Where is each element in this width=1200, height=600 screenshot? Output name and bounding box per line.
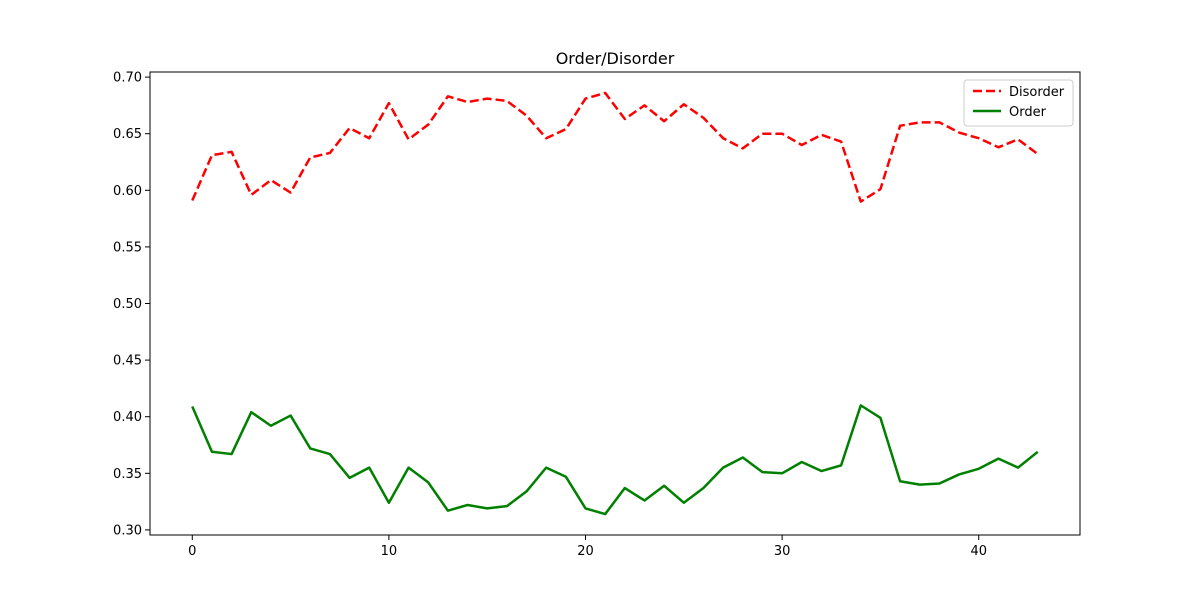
y-tick-label: 0.55: [113, 240, 142, 255]
chart-title: Order/Disorder: [556, 49, 675, 68]
y-tick-label: 0.45: [113, 354, 142, 369]
x-tick-label: 0: [188, 544, 196, 559]
series-line-order: [191, 404, 1039, 516]
y-tick-label: 0.30: [113, 523, 142, 538]
y-axis: 0.30 0.35 0.40 0.45 0.50 0.55 0.60 0.65 0.70: [113, 71, 150, 538]
x-tick-label: 10: [381, 544, 398, 559]
y-tick-label: 0.40: [113, 410, 142, 425]
series-layer: [191, 91, 1039, 516]
y-tick-label: 0.35: [113, 467, 142, 482]
x-tick-label: 20: [577, 544, 594, 559]
y-tick-label: 0.50: [113, 297, 142, 312]
legend: Disorder Order: [963, 79, 1074, 127]
y-tick-label: 0.60: [113, 184, 142, 199]
y-tick-label: 0.70: [113, 71, 142, 86]
x-axis: 0 10 20 30 40: [188, 535, 987, 559]
y-tick-label: 0.65: [113, 127, 142, 142]
legend-label-disorder: Disorder: [1009, 85, 1065, 100]
series-line-disorder: [191, 91, 1039, 203]
plot-area: [149, 71, 1081, 536]
x-tick-label: 40: [970, 544, 987, 559]
x-tick-label: 30: [774, 544, 791, 559]
legend-label-order: Order: [1009, 105, 1047, 120]
